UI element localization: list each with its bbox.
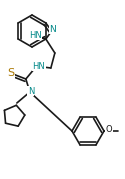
Text: N: N: [28, 86, 34, 96]
Text: O: O: [106, 125, 112, 134]
Text: HN: HN: [32, 62, 45, 71]
Text: N: N: [49, 25, 56, 34]
Text: HN: HN: [29, 31, 42, 40]
Text: S: S: [7, 68, 14, 78]
